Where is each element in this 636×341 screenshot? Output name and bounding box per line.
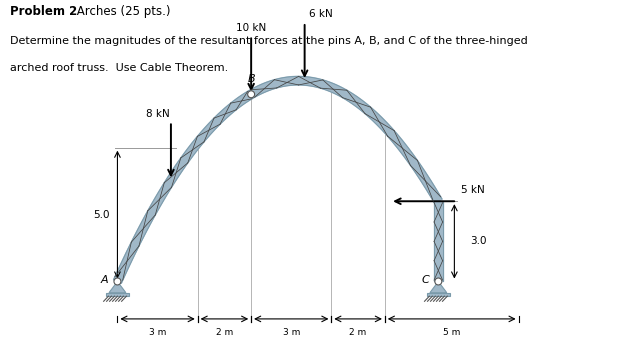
Text: A: A bbox=[100, 275, 108, 285]
Text: 2 m: 2 m bbox=[216, 328, 233, 337]
Circle shape bbox=[247, 91, 254, 98]
Text: 10 kN: 10 kN bbox=[236, 23, 266, 33]
Text: 2 m: 2 m bbox=[350, 328, 367, 337]
Polygon shape bbox=[109, 281, 126, 293]
Text: 5 m: 5 m bbox=[443, 328, 460, 337]
Polygon shape bbox=[434, 201, 443, 281]
Text: B: B bbox=[247, 74, 255, 84]
Circle shape bbox=[435, 278, 442, 285]
Text: Arches (25 pts.): Arches (25 pts.) bbox=[73, 5, 170, 18]
Text: arched roof truss.  Use Cable Theorem.: arched roof truss. Use Cable Theorem. bbox=[10, 63, 228, 73]
Text: 3.0: 3.0 bbox=[471, 236, 487, 246]
Text: 5 kN: 5 kN bbox=[461, 184, 485, 195]
Bar bbox=[106, 293, 128, 296]
Circle shape bbox=[114, 278, 121, 285]
Text: 8 kN: 8 kN bbox=[146, 109, 169, 119]
Text: 5.0: 5.0 bbox=[93, 210, 109, 220]
Text: 6 kN: 6 kN bbox=[309, 10, 333, 19]
Text: 3 m: 3 m bbox=[282, 328, 300, 337]
Text: Problem 2: Problem 2 bbox=[10, 5, 77, 18]
Text: Determine the magnitudes of the resultant forces at the pins A, B, and C of the : Determine the magnitudes of the resultan… bbox=[10, 36, 527, 46]
Text: 3 m: 3 m bbox=[149, 328, 166, 337]
Polygon shape bbox=[114, 76, 442, 283]
Polygon shape bbox=[430, 281, 446, 293]
Text: C: C bbox=[421, 275, 429, 285]
Bar bbox=[427, 293, 450, 296]
